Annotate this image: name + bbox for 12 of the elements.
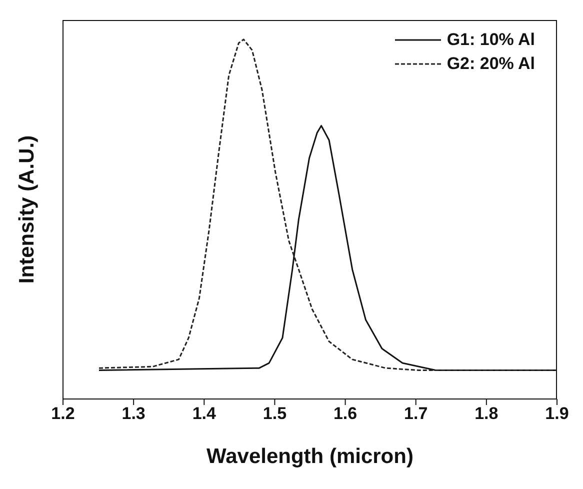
legend-label: G2: 20% Al xyxy=(446,54,535,74)
x-tick-label: 1.5 xyxy=(262,404,287,424)
legend-label: G1: 10% Al xyxy=(446,30,535,50)
x-tick-label: 1.6 xyxy=(333,404,358,424)
x-axis-title: Wavelength (micron) xyxy=(206,445,414,468)
x-tick-label: 1.8 xyxy=(474,404,498,424)
x-tick-label: 1.4 xyxy=(192,404,216,424)
x-tick-label: 1.3 xyxy=(122,404,146,424)
x-tick-label: 1.9 xyxy=(545,404,569,424)
y-axis-title: Intensity (A.U.) xyxy=(15,135,38,284)
x-tick-label: 1.2 xyxy=(51,404,75,424)
x-tick-label: 1.7 xyxy=(404,404,428,424)
